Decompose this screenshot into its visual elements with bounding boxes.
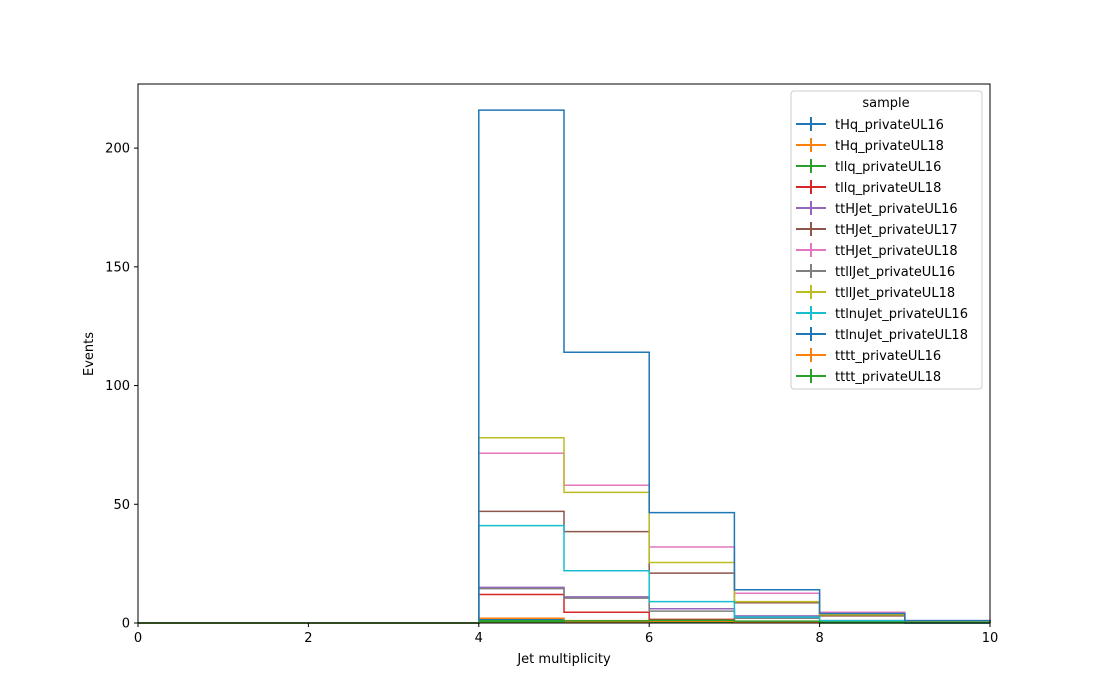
legend-entry: ttHJet_privateUL18 <box>796 243 958 259</box>
legend-label: tHq_privateUL18 <box>835 139 944 154</box>
legend-title: sample <box>862 96 909 111</box>
legend-entry: tllq_privateUL16 <box>796 159 941 175</box>
x-tick-label: 10 <box>982 631 999 646</box>
legend-box <box>790 90 983 390</box>
legend-label: ttHJet_privateUL18 <box>835 244 958 259</box>
legend-entry: tllq_privateUL18 <box>796 180 941 196</box>
legend-label: tHq_privateUL16 <box>835 118 944 133</box>
y-tick-label: 150 <box>105 260 130 275</box>
legend-entry: ttllJet_privateUL18 <box>796 285 955 301</box>
legend-entry: ttHJet_privateUL17 <box>796 222 958 238</box>
legend-entry: tttt_privateUL16 <box>796 348 941 364</box>
legend-entry: tHq_privateUL18 <box>796 138 944 154</box>
y-axis-label: Events <box>82 332 97 376</box>
legend-entry: ttlnuJet_privateUL18 <box>796 327 968 343</box>
legend-entries: tHq_privateUL16 tHq_privateUL18 tllq_priva… <box>796 117 968 385</box>
legend-label: tttt_privateUL16 <box>835 349 941 364</box>
y-axis-ticks: 0 50 100 150 200 <box>105 142 138 632</box>
legend-label: tttt_privateUL18 <box>835 370 941 385</box>
x-tick-label: 4 <box>475 631 483 646</box>
legend-label: tllq_privateUL18 <box>835 181 941 196</box>
legend-label: ttHJet_privateUL16 <box>835 202 958 217</box>
legend-label: ttllJet_privateUL18 <box>835 286 955 301</box>
legend-entry: tttt_privateUL18 <box>796 369 941 385</box>
y-tick-label: 50 <box>113 498 130 513</box>
y-tick-label: 100 <box>105 379 130 394</box>
x-tick-label: 0 <box>134 631 142 646</box>
x-tick-label: 6 <box>645 631 653 646</box>
legend-label: ttlnuJet_privateUL18 <box>835 328 968 343</box>
x-tick-label: 8 <box>815 631 823 646</box>
legend-label: ttlnuJet_privateUL16 <box>835 307 968 322</box>
legend-entry: tHq_privateUL16 <box>796 117 944 133</box>
legend-label: ttHJet_privateUL17 <box>835 223 958 238</box>
legend-entry: ttHJet_privateUL16 <box>796 201 958 217</box>
legend: sample tHq_privateUL16 tHq_privateUL18tll… <box>790 90 983 390</box>
legend-label: tllq_privateUL16 <box>835 160 941 175</box>
y-tick-label: 200 <box>105 142 130 157</box>
x-tick-label: 2 <box>304 631 312 646</box>
legend-entry: ttllJet_privateUL16 <box>796 264 955 280</box>
legend-label: ttllJet_privateUL16 <box>835 265 955 280</box>
y-tick-label: 0 <box>122 617 130 632</box>
x-axis-ticks: 0 2 4 6 8 10 <box>134 623 998 646</box>
x-axis-label: Jet multiplicity <box>516 652 611 667</box>
axes-frame <box>137 83 991 624</box>
legend-entry: ttlnuJet_privateUL16 <box>796 306 968 322</box>
